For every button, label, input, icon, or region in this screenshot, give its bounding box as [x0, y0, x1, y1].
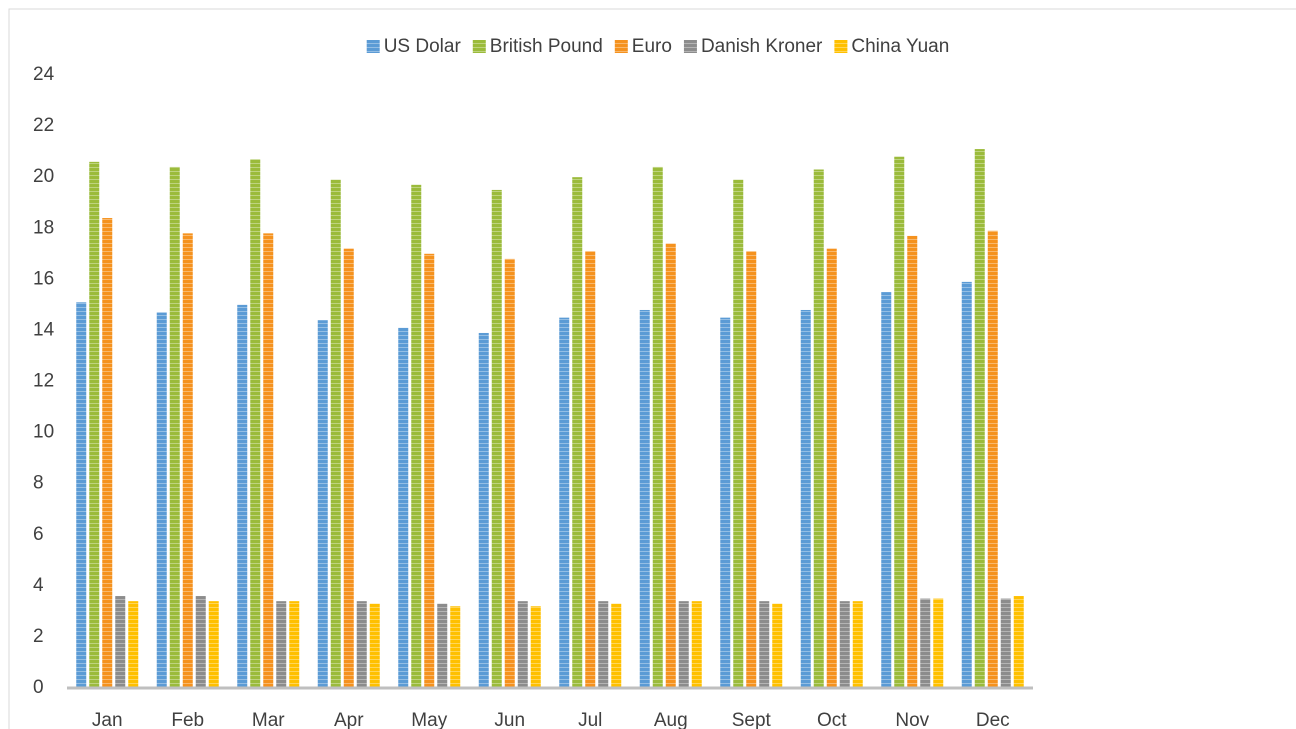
bar [920, 598, 931, 688]
bar [398, 327, 409, 688]
bar [974, 149, 985, 689]
bar [102, 218, 113, 689]
y-tick-label: 6 [33, 524, 44, 545]
bar [813, 169, 824, 689]
x-tick-label: Jun [494, 710, 525, 729]
y-tick-label: 24 [33, 64, 55, 85]
bar [250, 159, 261, 689]
bar [826, 248, 837, 688]
x-tick-label: Dec [976, 710, 1010, 729]
bar [772, 603, 783, 688]
bar [263, 233, 274, 688]
bar [572, 177, 583, 688]
legend-label: Euro [632, 36, 672, 57]
bar [330, 179, 341, 689]
y-tick-label: 10 [33, 422, 54, 443]
x-tick-label: Sept [732, 710, 772, 729]
legend-swatch [614, 40, 628, 53]
bar [881, 292, 892, 688]
x-tick-label: Nov [895, 710, 929, 729]
y-tick-label: 2 [33, 626, 44, 647]
bar [894, 156, 905, 688]
legend-label: British Pound [490, 36, 603, 57]
x-tick-label: Jan [92, 710, 123, 729]
x-tick-label: Mar [252, 710, 285, 729]
bar [987, 230, 998, 688]
bar [317, 320, 328, 688]
x-tick-label: Apr [334, 710, 364, 729]
y-tick-label: 22 [33, 115, 54, 136]
bar [276, 601, 287, 688]
bar [437, 603, 448, 688]
bar [343, 248, 354, 688]
bar [559, 317, 570, 688]
bar [356, 601, 367, 688]
bar [933, 598, 944, 688]
bar [424, 253, 435, 688]
bar [665, 243, 676, 688]
bar [598, 601, 609, 688]
y-tick-label: 20 [33, 166, 54, 187]
x-tick-label: Oct [817, 710, 847, 729]
bar [128, 601, 139, 688]
bar [450, 606, 461, 688]
y-tick-label: 0 [33, 677, 44, 698]
chart-frame [8, 8, 1296, 729]
bar [76, 302, 87, 688]
bar [1000, 598, 1011, 688]
bar [839, 601, 850, 688]
legend-swatch [834, 40, 848, 53]
bar [733, 179, 744, 689]
bar [759, 601, 770, 688]
x-tick-label: May [411, 710, 447, 729]
bar [504, 258, 515, 688]
bar [369, 603, 380, 688]
bar [652, 166, 663, 688]
legend-swatch [366, 40, 380, 53]
bar [478, 332, 489, 688]
bar [961, 281, 972, 688]
bar [208, 601, 219, 688]
bar [639, 309, 650, 688]
bar [678, 601, 689, 688]
bar [517, 601, 528, 688]
y-tick-label: 12 [33, 371, 54, 392]
bar [411, 184, 422, 688]
bar [746, 251, 757, 689]
legend-swatch [683, 40, 697, 53]
legend-label: US Dolar [384, 36, 462, 57]
legend-label: China Yuan [851, 36, 949, 57]
bar [530, 606, 541, 688]
bar [800, 309, 811, 688]
y-tick-label: 18 [33, 217, 54, 238]
legend-label: Danish Kroner [701, 36, 823, 57]
bar [585, 251, 596, 689]
bar [1013, 596, 1024, 688]
bar [611, 603, 622, 688]
bar [907, 235, 918, 688]
x-tick-label: Feb [171, 710, 204, 729]
bar [691, 601, 702, 688]
x-tick-label: Aug [654, 710, 688, 729]
bar [195, 596, 206, 688]
y-tick-label: 4 [33, 575, 44, 596]
y-tick-label: 14 [33, 319, 55, 340]
legend-swatch [472, 40, 486, 53]
y-tick-label: 8 [33, 473, 44, 494]
bar [491, 189, 502, 688]
y-tick-label: 16 [33, 268, 54, 289]
bar [115, 596, 126, 688]
bar [182, 233, 193, 688]
x-tick-label: Jul [578, 710, 602, 729]
bar [156, 312, 167, 688]
bar [169, 166, 180, 688]
bar [237, 304, 248, 688]
bar [89, 161, 100, 688]
bar [852, 601, 863, 688]
bar [720, 317, 731, 688]
legend: US Dolar British Pound Euro Danish Kroner Ch… [366, 36, 949, 57]
bar [289, 601, 300, 688]
